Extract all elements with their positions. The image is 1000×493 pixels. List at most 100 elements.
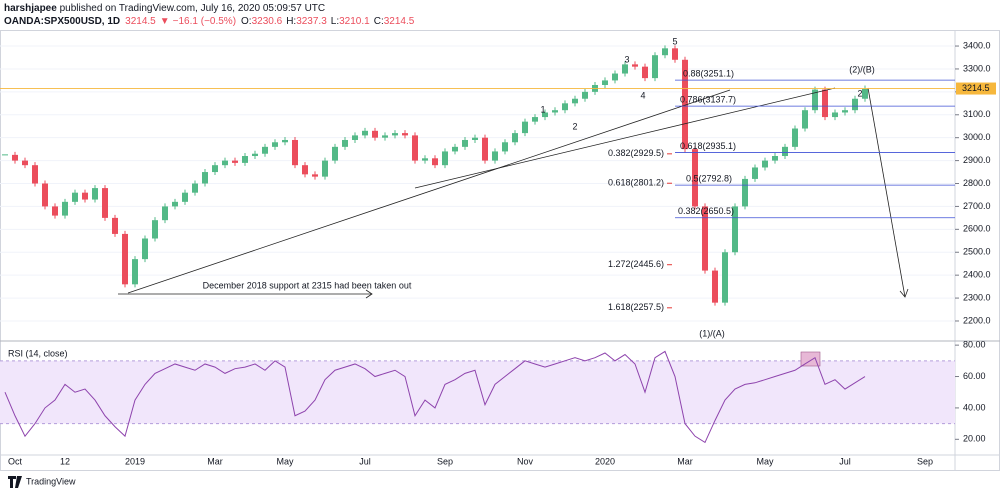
candle xyxy=(282,139,288,143)
candle xyxy=(512,133,518,143)
y-tick-label: 2400.0 xyxy=(963,270,991,280)
x-tick-label: Sep xyxy=(437,456,453,466)
candle xyxy=(112,217,118,234)
wave-label: 1 xyxy=(540,104,545,114)
y-tick-label: 2200.0 xyxy=(963,315,991,325)
candle xyxy=(32,165,38,184)
candle xyxy=(352,135,358,140)
published: published on TradingView.com, July 16, 2… xyxy=(57,3,325,14)
y-tick-label: 2600.0 xyxy=(963,224,991,234)
candle xyxy=(92,188,98,200)
candle xyxy=(392,133,398,136)
candle xyxy=(122,233,128,285)
fib-label: 0.382(2650.5) xyxy=(678,206,734,216)
candle xyxy=(782,146,788,157)
candle xyxy=(372,130,378,138)
symbol: OANDA:SPX500USD, 1D xyxy=(4,16,120,27)
arrow-head xyxy=(899,288,909,298)
x-tick-label: Nov xyxy=(517,456,534,466)
candle xyxy=(102,188,108,218)
candle xyxy=(432,158,438,166)
candle xyxy=(482,137,488,161)
candle xyxy=(202,172,208,184)
wave-label: (2)/(B) xyxy=(849,64,875,74)
y-tick-label: 40.00 xyxy=(963,402,986,412)
candle xyxy=(142,238,148,260)
candle xyxy=(672,48,678,60)
candle xyxy=(72,192,78,202)
y-tick-label: 3400.0 xyxy=(963,40,991,50)
candle xyxy=(292,139,298,166)
candle xyxy=(382,135,388,138)
candle xyxy=(252,153,258,157)
author: harshjapee xyxy=(4,3,57,14)
candle xyxy=(452,146,458,152)
candle xyxy=(302,165,308,175)
x-tick-label: 2019 xyxy=(125,456,145,466)
candle xyxy=(472,137,478,140)
fib-label: 0.88(3251.1) xyxy=(683,69,734,79)
candle xyxy=(182,192,188,202)
low-label: L: xyxy=(331,16,339,27)
candle xyxy=(342,139,348,147)
candle xyxy=(402,133,408,136)
annotation: December 2018 support at 2315 had been t… xyxy=(203,280,412,290)
x-tick-label: Sep xyxy=(917,456,933,466)
wave-label: 2 xyxy=(857,88,862,98)
x-tick-label: 12 xyxy=(60,456,70,466)
candle xyxy=(12,154,18,161)
logo xyxy=(8,476,22,488)
x-tick-label: Jul xyxy=(839,456,851,466)
candle xyxy=(172,201,178,207)
candle xyxy=(322,160,328,177)
candle xyxy=(502,142,508,152)
y-tick-label: 80.00 xyxy=(963,340,986,350)
candle xyxy=(422,158,428,161)
drawings xyxy=(118,87,909,367)
candle xyxy=(702,206,708,271)
candle xyxy=(222,160,228,166)
publish-line: harshjapee published on TradingView.com,… xyxy=(4,3,325,14)
candle xyxy=(522,121,528,134)
candle xyxy=(262,146,268,154)
change: −16.1 (−0.5%) xyxy=(173,16,236,27)
candle xyxy=(572,98,578,104)
brand: TradingView xyxy=(26,476,76,486)
candle xyxy=(22,160,28,166)
wave-label: 4 xyxy=(640,90,645,100)
candle xyxy=(492,151,498,161)
candle xyxy=(52,206,58,216)
x-tick-label: Mar xyxy=(207,456,223,466)
y-tick-label: 2800.0 xyxy=(963,178,991,188)
fib-label: 0.786(3137.7) xyxy=(680,95,736,105)
trend-line xyxy=(414,87,836,189)
candle xyxy=(642,66,648,79)
candle xyxy=(662,48,668,56)
candle xyxy=(842,110,848,113)
candle xyxy=(532,117,538,122)
candle xyxy=(742,178,748,207)
wave-label: 2 xyxy=(572,121,577,131)
candle xyxy=(832,112,838,118)
wave-label: 5 xyxy=(672,36,677,46)
fib-label: 0.382(2929.5) xyxy=(608,148,664,158)
candle xyxy=(582,91,588,99)
candle xyxy=(852,98,858,111)
high-label: H: xyxy=(286,16,296,27)
candle xyxy=(862,88,868,99)
candle xyxy=(602,80,608,85)
candle xyxy=(792,128,798,147)
y-tick-label: 3300.0 xyxy=(963,63,991,73)
candle xyxy=(802,110,808,129)
candle xyxy=(772,156,778,161)
candle xyxy=(762,160,768,168)
candle xyxy=(312,174,318,177)
projection-line xyxy=(867,87,906,298)
y-tick-label: 3100.0 xyxy=(963,109,991,119)
fib-label: 1.272(2445.6) xyxy=(608,259,664,269)
candle xyxy=(682,59,688,150)
x-tick-label: 2020 xyxy=(595,456,615,466)
arrow-head xyxy=(365,289,373,299)
candle xyxy=(42,183,48,207)
